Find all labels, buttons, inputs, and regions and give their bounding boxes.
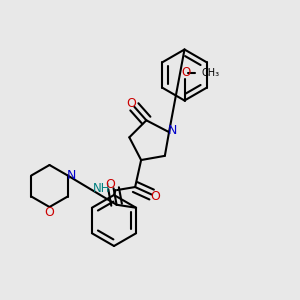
Text: O: O (45, 206, 54, 219)
Text: NH: NH (93, 182, 110, 195)
Text: O: O (105, 178, 115, 191)
Text: O: O (150, 190, 160, 202)
Text: CH₃: CH₃ (201, 68, 219, 78)
Text: O: O (182, 66, 190, 80)
Text: N: N (67, 169, 76, 182)
Text: N: N (167, 124, 177, 137)
Text: O: O (126, 97, 136, 110)
